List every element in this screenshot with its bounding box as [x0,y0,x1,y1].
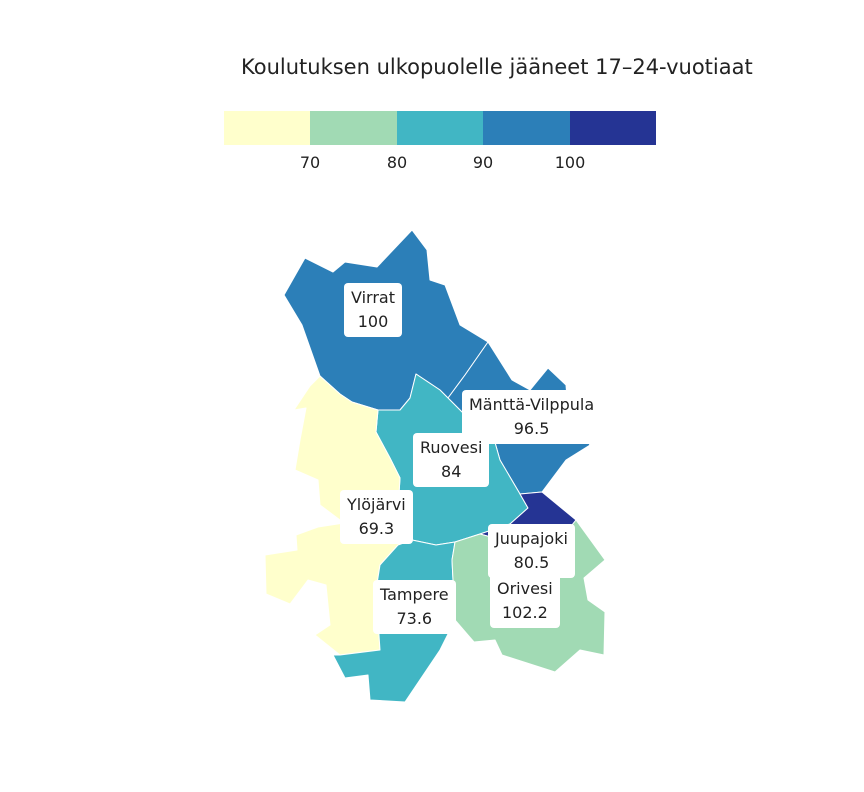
legend-tick-80: 80 [386,153,408,172]
region-value: 84 [441,462,462,481]
region-value: 80.5 [513,553,550,572]
region-label-tampere: Tampere 73.6 [373,580,456,634]
legend-swatch-5 [569,111,656,145]
legend-swatch-4 [483,111,570,145]
region-value: 69.3 [358,519,395,538]
region-label-mantta-vilppula: Mänttä-Vilppula 96.5 [462,390,602,444]
region-value: 100 [357,312,389,331]
region-value: 73.6 [396,609,433,628]
region-name: Mänttä-Vilppula [469,395,595,414]
region-label-ylojarvi: Ylöjärvi 69.3 [340,490,413,544]
region-label-juupajoki: Juupajoki 80.5 [488,524,575,578]
legend-swatch-1 [224,111,311,145]
region-name: Juupajoki [495,529,568,548]
region-label-virrat: Virrat 100 [344,283,402,337]
legend-tick-70: 70 [299,153,321,172]
region-label-ruovesi: Ruovesi 84 [413,433,490,487]
region-value: 102.2 [501,603,548,622]
map-title: Koulutuksen ulkopuolelle jääneet 17–24-v… [241,55,753,79]
region-name: Virrat [351,288,395,307]
region-label-orivesi: Orivesi 102.2 [490,574,560,628]
legend-swatch-3 [396,111,484,145]
region-name: Tampere [380,585,449,604]
region-value: 96.5 [513,419,550,438]
legend-tick-100: 100 [554,153,586,172]
legend-tick-90: 90 [472,153,494,172]
color-legend [224,111,656,145]
region-name: Ruovesi [420,438,483,457]
legend-swatch-2 [310,111,397,145]
region-name: Orivesi [497,579,553,598]
region-name: Ylöjärvi [347,495,406,514]
